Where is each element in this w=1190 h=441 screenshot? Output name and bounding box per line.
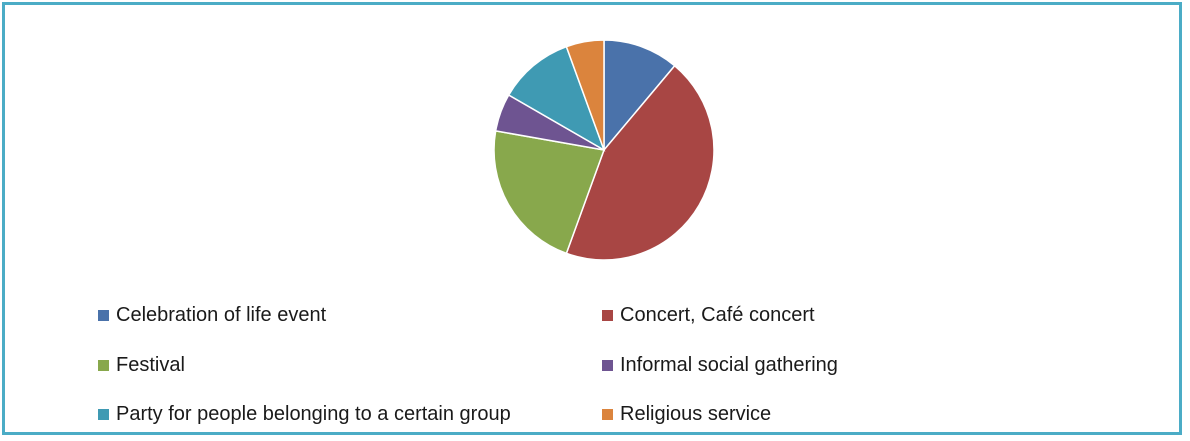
- legend-label: Informal social gathering: [620, 354, 838, 376]
- pie-slice: [493, 130, 606, 255]
- legend-swatch: [98, 359, 109, 371]
- legend-swatch: [602, 359, 613, 371]
- legend-item: Festival: [98, 352, 185, 378]
- legend-item: Informal social gathering: [602, 352, 838, 378]
- pie-slice: [603, 39, 676, 153]
- legend-item: Celebration of life event: [98, 302, 326, 328]
- legend-swatch: [602, 309, 613, 321]
- legend-label: Concert, Café concert: [620, 304, 815, 326]
- legend-label: Party for people belonging to a certain …: [116, 403, 511, 425]
- legend-item: Party for people belonging to a certain …: [98, 401, 511, 427]
- legend-swatch: [98, 408, 109, 420]
- legend-item: Concert, Café concert: [602, 302, 815, 328]
- legend-item: Religious service: [602, 401, 771, 427]
- legend-swatch: [98, 309, 109, 321]
- pie-slice: [565, 64, 715, 261]
- pie-slice: [507, 45, 606, 152]
- legend-label: Festival: [116, 354, 185, 376]
- chart-frame: Celebration of life event Concert, Café …: [2, 2, 1182, 435]
- legend-swatch: [602, 408, 613, 420]
- pie-chart: [493, 39, 715, 261]
- pie-slice: [565, 39, 605, 151]
- legend-label: Celebration of life event: [116, 304, 327, 326]
- legend-label: Religious service: [620, 403, 772, 425]
